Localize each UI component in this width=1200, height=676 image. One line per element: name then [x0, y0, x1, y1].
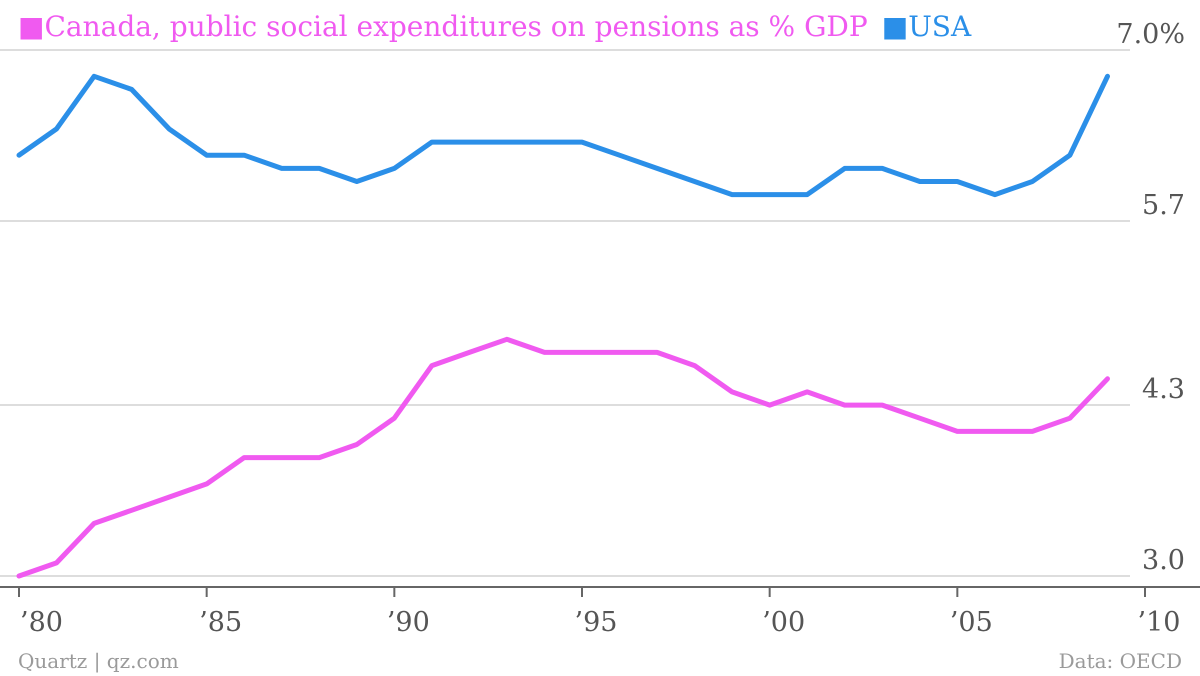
- y-tick-label: 3.0: [1142, 545, 1185, 576]
- x-tick-label: ’80: [20, 607, 63, 638]
- data-source: Data: OECD: [1059, 649, 1182, 673]
- series-line-canada: [16, 336, 1110, 579]
- legend: ■Canada, public social expenditures on p…: [18, 10, 972, 43]
- source-credit: Quartz | qz.com: [18, 649, 179, 674]
- x-tick-label: ’85: [199, 607, 242, 638]
- y-tick-label: 5.7: [1142, 190, 1185, 221]
- x-tick-label: ’10: [1138, 607, 1181, 638]
- legend-marker: ■: [18, 10, 44, 43]
- y-tick-label: 4.3: [1142, 374, 1185, 405]
- x-tick-label: ’90: [387, 607, 430, 638]
- legend-marker: ■: [882, 10, 908, 43]
- legend-label: USA: [908, 10, 972, 43]
- series-line-usa: [16, 73, 1110, 198]
- x-tick-label: ’05: [950, 607, 993, 638]
- x-tick-label: ’00: [762, 607, 805, 638]
- y-tick-label: 7.0%: [1116, 19, 1185, 50]
- legend-label: Canada, public social expenditures on pe…: [44, 10, 867, 43]
- x-tick-label: ’95: [575, 607, 618, 638]
